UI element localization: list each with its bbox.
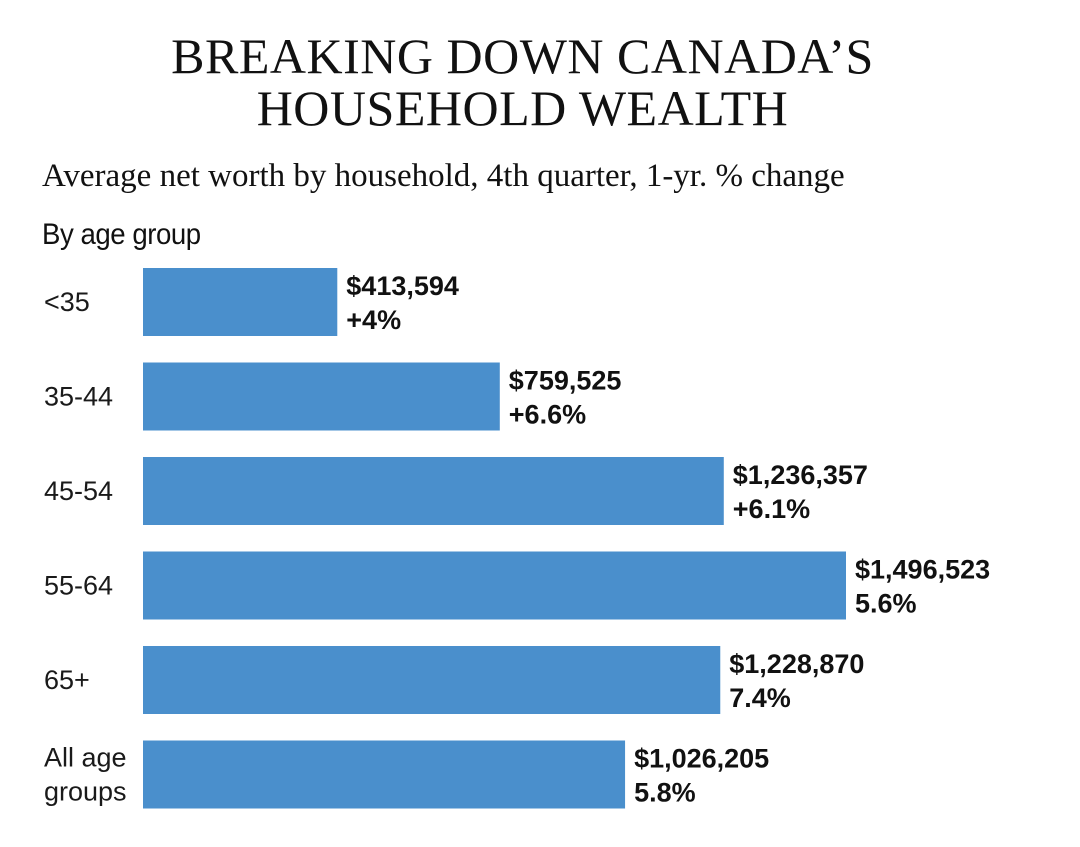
chart-title-line-1: BREAKING DOWN CANADA’S	[171, 28, 874, 84]
bar-3	[143, 551, 846, 620]
value-label-5: $1,026,205	[634, 744, 769, 774]
value-label-3: $1,496,523	[855, 555, 990, 585]
value-label-1: $759,525	[509, 366, 622, 396]
category-label-0: <35	[44, 287, 90, 317]
chart-title-line-2: HOUSEHOLD WEALTH	[256, 80, 789, 136]
bar-5	[143, 740, 626, 809]
section-label: By age group	[42, 218, 201, 251]
category-label-3: 55-64	[44, 571, 113, 601]
category-label-2: 45-54	[44, 476, 113, 506]
change-label-1: +6.6%	[509, 400, 586, 430]
change-label-4: 7.4%	[729, 683, 791, 713]
bar-2	[143, 457, 724, 525]
change-label-3: 5.6%	[855, 589, 917, 619]
change-label-2: +6.1%	[733, 494, 810, 524]
bar-1	[143, 362, 500, 431]
bar-4	[143, 646, 721, 714]
category-label-4: 65+	[44, 665, 90, 695]
value-label-2: $1,236,357	[733, 460, 868, 490]
change-label-0: +4%	[346, 305, 401, 335]
chart-title: BREAKING DOWN CANADA’S HOUSEHOLD WEALTH	[0, 30, 1045, 134]
value-label-4: $1,228,870	[729, 649, 864, 679]
value-label-0: $413,594	[346, 271, 459, 301]
bar-0	[143, 268, 338, 336]
change-label-5: 5.8%	[634, 778, 696, 808]
category-label-5: All age groups	[44, 743, 127, 807]
chart-subtitle: Average net worth by household, 4th quar…	[42, 158, 845, 194]
category-label-1: 35-44	[44, 382, 113, 412]
